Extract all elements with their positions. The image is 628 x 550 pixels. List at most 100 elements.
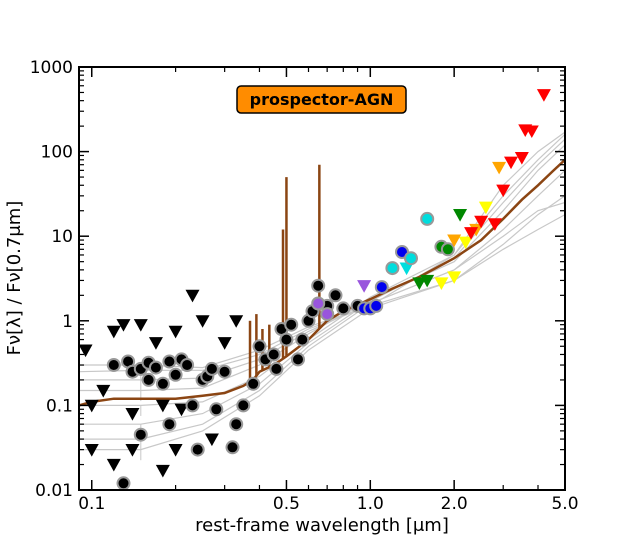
template-curve-3 bbox=[79, 133, 565, 406]
y-tick-label: 100 bbox=[41, 143, 73, 163]
upper-limit-yellow bbox=[458, 236, 473, 250]
x-tick-label: 0.5 bbox=[273, 494, 300, 514]
upper-limit-black bbox=[155, 399, 170, 413]
photometry-point-black bbox=[252, 339, 267, 354]
plot-frame bbox=[78, 66, 566, 491]
upper-limit-red bbox=[514, 151, 529, 165]
photometry-point-blue bbox=[374, 280, 389, 295]
photometry-point-black bbox=[236, 398, 251, 413]
photometry-point-black bbox=[190, 442, 205, 457]
photometry-point-black bbox=[266, 347, 281, 362]
x-tick-label: 2.0 bbox=[441, 494, 468, 514]
upper-limit-black bbox=[195, 315, 210, 328]
photometry-point-black bbox=[148, 360, 163, 375]
upper-limit-black bbox=[217, 337, 232, 350]
template-curve-6 bbox=[79, 214, 565, 451]
upper-limit-black bbox=[96, 384, 111, 398]
photometry-point-black bbox=[279, 332, 294, 347]
photometry-point-black bbox=[311, 278, 326, 293]
upper-limit-black bbox=[133, 319, 148, 332]
upper-limit-red bbox=[496, 184, 511, 198]
upper-limit-black bbox=[125, 407, 140, 421]
photometry-point-purple bbox=[311, 296, 326, 311]
photometry-point-black bbox=[162, 354, 177, 369]
photometry-point-black bbox=[155, 376, 170, 391]
upper-limit-purple bbox=[357, 280, 372, 293]
template-curve-2 bbox=[79, 144, 565, 392]
x-tick-label: 0.1 bbox=[78, 494, 105, 514]
photometry-point-blue bbox=[369, 298, 384, 313]
upper-limit-black bbox=[229, 315, 244, 328]
y-tick-label: 0.1 bbox=[46, 396, 73, 416]
upper-limit-black bbox=[148, 337, 163, 350]
upper-limit-orange bbox=[492, 161, 507, 175]
photometry-point-black bbox=[162, 417, 177, 432]
upper-limit-green bbox=[453, 209, 468, 222]
upper-limit-black bbox=[106, 458, 121, 472]
upper-limit-black bbox=[78, 344, 93, 358]
photometry-point-cyan bbox=[420, 211, 435, 226]
x-axis-label: rest-frame wavelength [μm] bbox=[195, 515, 449, 536]
photometry-point-black bbox=[246, 376, 261, 391]
photometry-point-black bbox=[217, 364, 232, 379]
upper-limit-black bbox=[168, 325, 183, 339]
photometry-point-green bbox=[440, 242, 455, 257]
upper-limit-green bbox=[420, 274, 435, 288]
template-curve-7 bbox=[79, 131, 565, 369]
photometry-point-black bbox=[328, 288, 343, 303]
upper-limit-yellow bbox=[478, 201, 493, 215]
upper-limit-black bbox=[174, 403, 189, 417]
upper-limit-black bbox=[106, 325, 121, 339]
photometry-point-purple bbox=[320, 307, 335, 322]
photometry-point-black bbox=[133, 427, 148, 442]
photometry-points bbox=[78, 89, 551, 491]
photometry-point-black bbox=[180, 358, 195, 372]
upper-limit-black bbox=[185, 289, 200, 303]
photometry-point-black bbox=[225, 440, 240, 455]
photometry-point-black bbox=[168, 367, 183, 382]
upper-limit-black bbox=[125, 444, 140, 457]
upper-limit-orange bbox=[447, 234, 462, 248]
photometry-point-black bbox=[185, 398, 200, 413]
upper-limit-black bbox=[84, 444, 99, 457]
upper-limit-red bbox=[487, 218, 502, 231]
photometry-point-black bbox=[284, 317, 299, 332]
legend-badge-background bbox=[236, 85, 407, 114]
upper-limit-green bbox=[412, 277, 427, 290]
y-axis-label: Fν[λ] / Fν[0.7μm] bbox=[4, 201, 25, 356]
upper-limit-red bbox=[474, 215, 489, 229]
upper-limit-black bbox=[84, 399, 99, 413]
x-tick-label: 1.0 bbox=[357, 494, 384, 514]
upper-limit-red bbox=[504, 156, 519, 170]
y-tick-label: 1000 bbox=[30, 58, 73, 78]
upper-limit-cyan bbox=[399, 262, 414, 276]
photometry-point-black bbox=[116, 476, 131, 491]
photometry-point-black bbox=[295, 332, 310, 347]
upper-limit-black bbox=[155, 464, 170, 478]
upper-limit-red bbox=[464, 227, 479, 240]
y-tick-label: 10 bbox=[51, 227, 73, 247]
photometry-point-black bbox=[291, 352, 305, 367]
photometry-point-black bbox=[269, 361, 284, 376]
photometry-point-black bbox=[336, 301, 351, 316]
photometry-point-black bbox=[141, 372, 156, 387]
y-tick-label: 0.01 bbox=[35, 481, 73, 501]
photometry-point-black bbox=[209, 402, 224, 417]
upper-limit-yellow bbox=[447, 271, 462, 284]
upper-limit-black bbox=[116, 319, 131, 332]
y-tick-label: 1 bbox=[62, 312, 73, 332]
upper-limit-black bbox=[168, 444, 183, 457]
photometry-point-black bbox=[204, 361, 219, 376]
upper-limit-red bbox=[536, 89, 551, 102]
template-curves bbox=[79, 131, 565, 461]
photometry-point-cyan bbox=[385, 261, 400, 276]
upper-limit-black bbox=[204, 433, 219, 447]
template-curve-5 bbox=[79, 201, 565, 440]
legend-badge: prospector-AGN bbox=[236, 85, 407, 114]
upper-limit-yellow bbox=[434, 277, 449, 290]
legend-badge-text: prospector-AGN bbox=[250, 90, 394, 109]
x-tick-label: 5.0 bbox=[551, 494, 578, 514]
photometry-point-black bbox=[229, 417, 244, 432]
